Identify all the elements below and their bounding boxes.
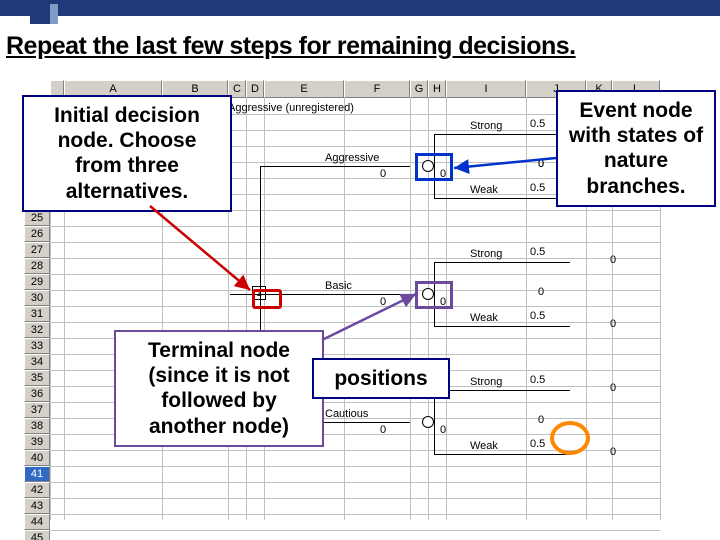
grid-row-border — [50, 530, 660, 531]
grid-row-border — [50, 498, 660, 499]
highlight-payoff — [550, 421, 590, 455]
row-header-33[interactable]: 33 — [24, 338, 50, 354]
col-header-E[interactable]: E — [264, 80, 344, 98]
tree-label: 0 — [538, 286, 544, 298]
tree-label: Strong — [470, 120, 502, 132]
tree-label: 0 — [380, 168, 386, 180]
arrow-initial — [150, 206, 270, 311]
tree-line — [434, 390, 435, 454]
row-header-41[interactable]: 41 — [24, 466, 50, 482]
highlight-event-node — [415, 153, 453, 181]
row-header-42[interactable]: 42 — [24, 482, 50, 498]
tree-label: 0.5 — [530, 246, 545, 258]
row-header-30[interactable]: 30 — [24, 290, 50, 306]
row-header-31[interactable]: 31 — [24, 306, 50, 322]
tree-label: Weak — [470, 440, 498, 452]
row-header-45[interactable]: 45 — [24, 530, 50, 540]
row-header-34[interactable]: 34 — [24, 354, 50, 370]
row-header-28[interactable]: 28 — [24, 258, 50, 274]
grid-row-border — [50, 258, 660, 259]
callout-initial-decision: Initial decision node. Choose from three… — [22, 95, 232, 212]
col-header-G[interactable]: G — [410, 80, 428, 98]
row-header-43[interactable]: 43 — [24, 498, 50, 514]
tree-line — [434, 454, 570, 455]
col-header-D[interactable]: D — [246, 80, 264, 98]
tree-label: 0 — [610, 446, 616, 458]
grid-row-border — [50, 242, 660, 243]
arrow-terminal — [322, 290, 422, 355]
grid-row-border — [50, 466, 660, 467]
tree-label: 0 — [610, 382, 616, 394]
event-node — [422, 416, 434, 431]
row-header-36[interactable]: 36 — [24, 386, 50, 402]
tree-label: Strong — [470, 376, 502, 388]
callout-event-node: Event node with states of nature branche… — [556, 90, 716, 207]
grid-row-border — [50, 274, 660, 275]
col-header-I[interactable]: I — [446, 80, 526, 98]
row-header-39[interactable]: 39 — [24, 434, 50, 450]
row-header-29[interactable]: 29 — [24, 274, 50, 290]
tree-label: 0 — [610, 318, 616, 330]
arrow-event — [452, 158, 572, 193]
callout-positions: positions — [312, 358, 450, 399]
col-header-F[interactable]: F — [344, 80, 410, 98]
title-bullet — [30, 4, 50, 24]
row-header-35[interactable]: 35 — [24, 370, 50, 386]
title-bar — [0, 0, 720, 16]
row-header-40[interactable]: 40 — [24, 450, 50, 466]
row-header-32[interactable]: 32 — [24, 322, 50, 338]
row-header-38[interactable]: 38 — [24, 418, 50, 434]
tree-label: 0 — [440, 424, 446, 436]
tree-line — [434, 134, 570, 135]
tree-label: Aggressive — [325, 152, 379, 164]
grid-row-border — [50, 226, 660, 227]
tree-label: 0.5 — [530, 438, 545, 450]
tree-line — [434, 390, 570, 391]
tree-line — [434, 262, 570, 263]
row-header-44[interactable]: 44 — [24, 514, 50, 530]
col-header-H[interactable]: H — [428, 80, 446, 98]
tree-line — [434, 198, 570, 199]
callout-terminal-node: Terminal node (since it is not followed … — [114, 330, 324, 447]
grid-row-border — [50, 514, 660, 515]
tree-line — [260, 166, 410, 167]
tree-label: 0 — [610, 254, 616, 266]
row-header-27[interactable]: 27 — [24, 242, 50, 258]
tree-label: 0 — [380, 424, 386, 436]
page-title: Repeat the last few steps for remaining … — [6, 32, 714, 61]
row-header-26[interactable]: 26 — [24, 226, 50, 242]
tree-label: Cautious — [325, 408, 368, 420]
tree-label: 0.5 — [530, 374, 545, 386]
tree-label: Weak — [470, 312, 498, 324]
tree-line — [434, 326, 570, 327]
tree-label: 0.5 — [530, 118, 545, 130]
row-header-37[interactable]: 37 — [24, 402, 50, 418]
tree-label: Aggressive (unregistered) — [228, 102, 354, 114]
row-header-25[interactable]: 25 — [24, 210, 50, 226]
grid-row-border — [50, 482, 660, 483]
tree-label: 0 — [538, 414, 544, 426]
tree-label: Strong — [470, 248, 502, 260]
tree-label: 0.5 — [530, 310, 545, 322]
